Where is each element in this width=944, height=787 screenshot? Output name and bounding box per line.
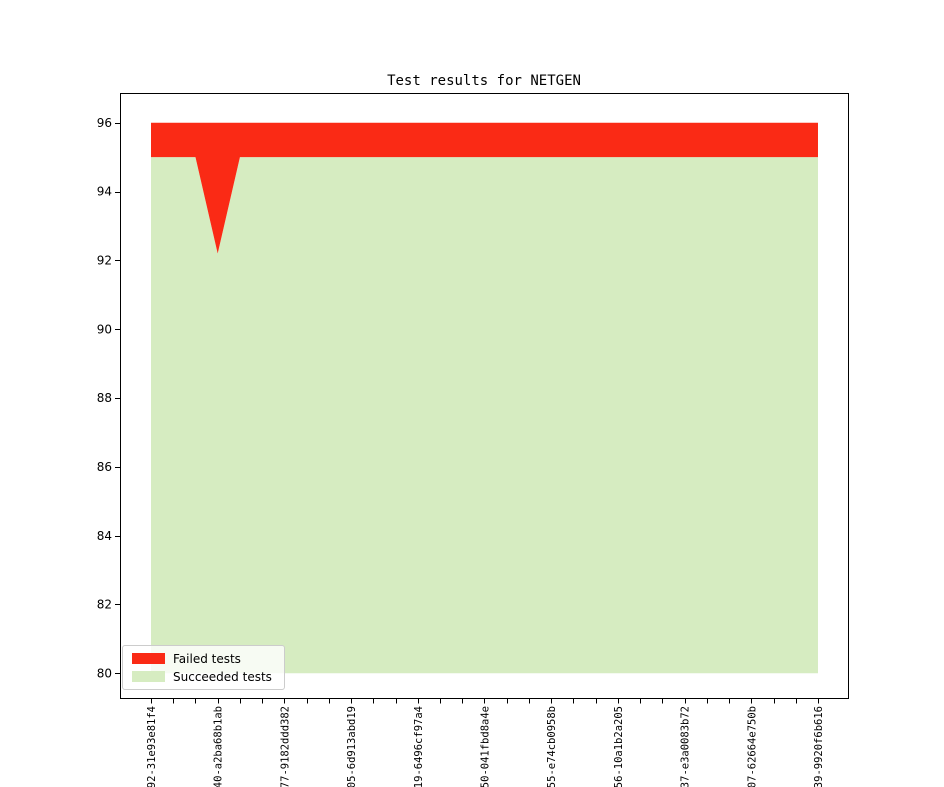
stacked-areas (151, 122, 818, 674)
legend-item-failed: Failed tests (123, 652, 284, 666)
x-tick-label: 37-e3a0083b72 (680, 706, 692, 787)
x-tick-label: 39-9920f6b616 (813, 706, 825, 787)
x-tick-label: 05-6d913abd19 (346, 706, 358, 787)
y-tick-label: 92 (97, 254, 112, 268)
y-tick-label: 82 (97, 598, 112, 612)
failed-swatch (132, 653, 165, 664)
x-tick-label: 50-041fbd8a4e (479, 706, 491, 787)
x-tick-label: 55-e74cb0958b (546, 706, 558, 787)
axis-tick-labels: 80 82 84 86 88 90 92 94 96 92-31e93e81f4 40-a2ba68… (97, 116, 825, 787)
y-tick-label: 80 (97, 667, 112, 681)
y-tick-label: 88 (97, 391, 112, 405)
x-tick-label: 19-6496cf97a4 (413, 706, 425, 787)
x-tick-label: 92-31e93e81f4 (146, 706, 158, 787)
legend-item-succeeded: Succeeded tests (123, 670, 284, 684)
x-tick-label: 07-62664e750b (746, 706, 758, 787)
chart-title: Test results for NETGEN (387, 73, 581, 89)
y-tick-label: 96 (97, 116, 112, 130)
x-tick-label: 77-9182ddd382 (279, 706, 291, 787)
y-tick-label: 84 (97, 529, 112, 543)
x-tick-label: 56-10a1b2a205 (613, 706, 625, 787)
legend-label-succeeded: Succeeded tests (173, 669, 272, 684)
legend: Failed tests Succeeded tests (122, 645, 285, 690)
x-tick-label: 40-a2ba68b1ab (213, 706, 225, 787)
legend-label-failed: Failed tests (173, 651, 241, 666)
axis-ticks (115, 123, 819, 704)
failed-area (151, 122, 818, 254)
succeeded-area (151, 157, 818, 674)
y-tick-label: 94 (97, 185, 112, 199)
succeeded-swatch (132, 671, 165, 682)
y-tick-label: 86 (97, 460, 112, 474)
y-tick-label: 90 (97, 322, 112, 336)
